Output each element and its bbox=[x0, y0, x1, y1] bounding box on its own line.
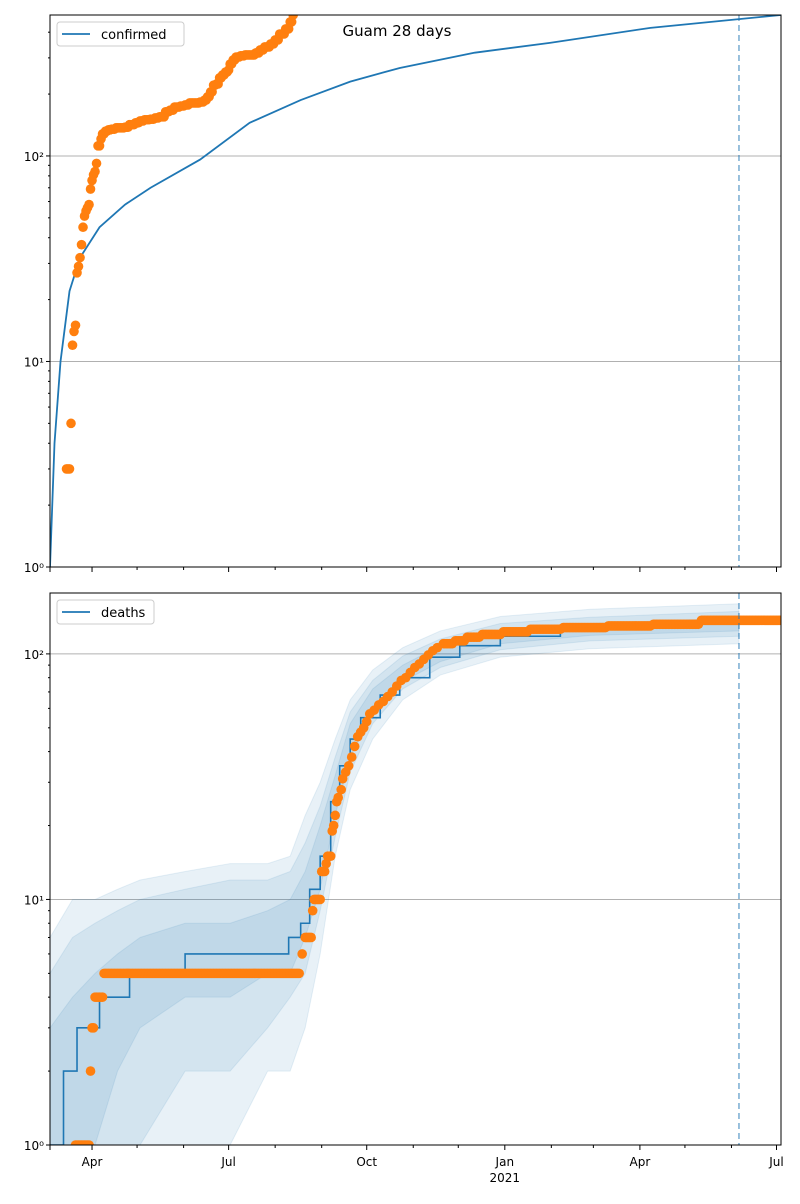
observed-point bbox=[85, 184, 96, 194]
x-tick-label: Oct bbox=[356, 1155, 377, 1169]
observed-point bbox=[66, 418, 76, 429]
confidence-band-50 bbox=[50, 617, 740, 1145]
observed-point bbox=[361, 716, 372, 727]
y-tick-label: 10¹ bbox=[24, 355, 44, 369]
x-tick-label: Apr bbox=[630, 1155, 651, 1169]
y-tick-label: 10² bbox=[24, 648, 44, 662]
legend: deaths bbox=[56, 599, 155, 625]
observed-point bbox=[321, 858, 331, 869]
deaths-panel: 10⁰ 10¹ 10² Apr Jul Oct Jan 2021 Apr Jul deaths bbox=[24, 592, 784, 1185]
observed-point bbox=[84, 1140, 94, 1145]
model-median-line bbox=[50, 621, 740, 1145]
observed-point bbox=[75, 252, 85, 263]
legend-box bbox=[56, 599, 155, 625]
observed-point bbox=[67, 340, 78, 350]
observed-point bbox=[315, 894, 325, 905]
observed-point bbox=[319, 866, 330, 877]
x-tick-label: Apr bbox=[82, 1155, 103, 1169]
plot-area bbox=[50, 593, 781, 1145]
observed-point bbox=[297, 949, 307, 959]
observed-point bbox=[88, 1023, 99, 1033]
observed-point bbox=[91, 158, 102, 169]
observed-point bbox=[776, 615, 781, 626]
observed-point bbox=[330, 810, 340, 821]
axes-frame bbox=[49, 592, 782, 1146]
plot-area bbox=[50, 15, 781, 567]
observed-point bbox=[343, 761, 354, 771]
legend-label: deaths bbox=[101, 606, 146, 621]
axes-frame bbox=[49, 14, 782, 568]
observed-point bbox=[346, 752, 357, 762]
x-tick-label: Jan bbox=[495, 1155, 515, 1169]
x-tick-label: Jul bbox=[768, 1155, 783, 1169]
observed-point bbox=[84, 199, 94, 210]
legend-label: confirmed bbox=[101, 28, 167, 43]
x-tick-sublabel: 2021 bbox=[490, 1171, 521, 1185]
y-tick-label: 10² bbox=[24, 150, 44, 164]
observed-point bbox=[307, 905, 318, 916]
observed-point bbox=[78, 222, 88, 233]
observed-point bbox=[97, 992, 108, 1002]
observed-point bbox=[306, 932, 316, 943]
observed-point bbox=[349, 741, 360, 752]
model-curve bbox=[50, 15, 781, 567]
y-tick-label: 10⁰ bbox=[24, 561, 44, 575]
observed-point bbox=[325, 851, 336, 862]
y-tick-label: 10¹ bbox=[24, 893, 44, 907]
observed-point bbox=[85, 1066, 96, 1076]
observed-point bbox=[73, 261, 84, 272]
x-tick-label: Jul bbox=[220, 1155, 235, 1169]
observed-point bbox=[76, 239, 87, 250]
observed-point bbox=[64, 464, 75, 474]
observed-point bbox=[328, 820, 339, 831]
observed-point bbox=[294, 968, 304, 979]
observed-point bbox=[90, 166, 100, 177]
observed-point bbox=[333, 792, 343, 803]
confirmed-panel: 10⁰ 10¹ 10² confirmed bbox=[24, 14, 782, 575]
chart-title: Guam 28 days bbox=[343, 22, 452, 40]
legend-box bbox=[56, 21, 185, 47]
observed-point bbox=[288, 15, 298, 20]
y-tick-label: 10⁰ bbox=[24, 1139, 44, 1153]
observed-point bbox=[70, 320, 81, 331]
observed-point bbox=[336, 784, 346, 795]
legend: confirmed bbox=[56, 21, 185, 47]
